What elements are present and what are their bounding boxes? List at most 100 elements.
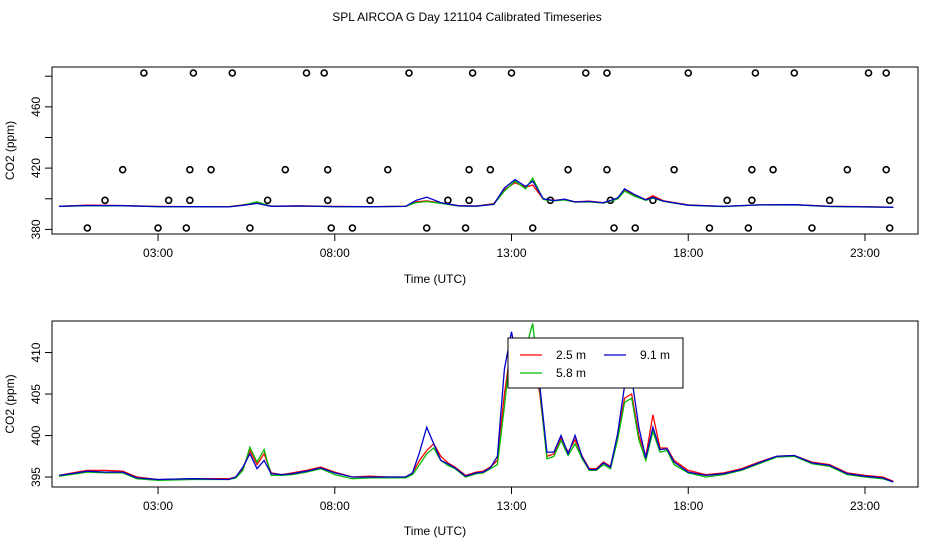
marker-point	[140, 69, 148, 77]
x-tick-label: 13:00	[496, 499, 526, 513]
x-tick-label: 23:00	[850, 499, 880, 513]
marker-point	[186, 196, 194, 205]
top-panel-markers	[83, 69, 894, 232]
series-line-5-8-m	[59, 176, 894, 208]
legend-label: 2.5 m	[556, 348, 586, 362]
marker-point	[885, 196, 894, 205]
marker-point	[631, 224, 640, 232]
marker-point	[228, 69, 237, 77]
marker-point	[885, 224, 894, 232]
bottom-panel-frame	[51, 320, 919, 488]
y-tick-label: 420	[29, 158, 43, 178]
marker-point	[723, 196, 731, 205]
marker-point	[603, 165, 611, 174]
x-tick-label: 13:00	[496, 246, 526, 260]
marker-point	[327, 224, 336, 232]
marker-point	[281, 165, 290, 174]
y-tick-label: 405	[29, 384, 43, 404]
y-tick-label: 410	[29, 342, 43, 362]
marker-point	[825, 196, 834, 205]
marker-point	[748, 196, 756, 205]
marker-point	[603, 69, 611, 77]
marker-point	[101, 196, 109, 205]
marker-point	[154, 224, 162, 232]
x-tick-label: 08:00	[320, 246, 350, 260]
marker-point	[769, 165, 777, 174]
top-panel-y-label: CO2 (ppm)	[3, 121, 17, 180]
bottom-panel-y-axis: 395 400 405 410	[29, 342, 52, 487]
marker-point	[461, 224, 470, 232]
y-tick-label: 400	[29, 425, 43, 445]
marker-point	[744, 224, 753, 232]
marker-point	[507, 69, 516, 77]
series-line-2-5-m	[59, 181, 894, 208]
marker-point	[383, 165, 392, 174]
marker-point	[189, 69, 198, 77]
marker-point	[263, 196, 272, 205]
x-tick-label: 18:00	[673, 499, 703, 513]
marker-point	[422, 224, 431, 232]
bottom-panel: 03:00 08:00 13:00 18:00 23:00 395 400 405 410 T…	[3, 320, 919, 538]
marker-point	[748, 165, 756, 174]
top-panel-y-axis: 380 420 460	[29, 75, 52, 239]
series-line-9-1-m	[59, 331, 894, 483]
marker-point	[207, 165, 215, 174]
marker-point	[444, 196, 452, 205]
marker-point	[323, 196, 332, 205]
chart-title: SPL AIRCOA G Day 121104 Calibrated Times…	[332, 10, 601, 24]
marker-point	[182, 224, 191, 232]
series-line-5-8-m	[59, 323, 894, 483]
marker-point	[790, 69, 799, 77]
marker-point	[610, 224, 618, 232]
bottom-panel-x-axis: 03:00 08:00 13:00 18:00 23:00	[143, 487, 880, 513]
y-tick-label: 380	[29, 219, 43, 239]
marker-point	[528, 224, 537, 232]
marker-point	[83, 224, 92, 232]
bottom-panel-x-label: Time (UTC)	[404, 524, 466, 538]
bottom-panel-y-label: CO2 (ppm)	[3, 374, 17, 433]
x-tick-label: 03:00	[143, 246, 173, 260]
marker-point	[465, 196, 473, 205]
marker-point	[751, 69, 760, 77]
x-tick-label: 03:00	[143, 499, 173, 513]
series-line-9-1-m	[59, 178, 894, 208]
marker-point	[564, 165, 572, 174]
marker-point	[366, 196, 374, 205]
marker-point	[246, 224, 254, 232]
marker-point	[684, 69, 693, 77]
marker-point	[323, 165, 332, 174]
top-panel-frame	[51, 66, 919, 235]
marker-point	[465, 165, 473, 174]
legend-label: 5.8 m	[556, 366, 586, 380]
marker-point	[843, 165, 852, 174]
marker-point	[882, 165, 890, 174]
marker-point	[164, 196, 173, 205]
top-panel-series	[59, 176, 894, 208]
y-tick-label: 460	[29, 97, 43, 117]
x-tick-label: 23:00	[850, 246, 880, 260]
marker-point	[302, 69, 311, 77]
legend-label: 9.1 m	[640, 348, 670, 362]
marker-point	[348, 224, 357, 232]
marker-point	[118, 165, 127, 174]
top-panel: 03:00 08:00 13:00 18:00 23:00 380 420 460 Time…	[3, 66, 919, 286]
bottom-panel-series	[58, 323, 894, 483]
x-tick-label: 08:00	[320, 499, 350, 513]
marker-point	[882, 69, 890, 77]
marker-point	[320, 69, 328, 77]
top-panel-x-axis: 03:00 08:00 13:00 18:00 23:00	[143, 234, 880, 260]
marker-point	[581, 69, 590, 77]
marker-point	[670, 165, 678, 174]
marker-point	[808, 224, 816, 232]
marker-point	[186, 165, 194, 174]
marker-point	[405, 69, 413, 77]
x-tick-label: 18:00	[673, 246, 703, 260]
marker-point	[468, 69, 477, 77]
legend-box	[507, 337, 684, 389]
marker-point	[486, 165, 495, 174]
y-tick-label: 395	[29, 467, 43, 487]
top-panel-x-label: Time (UTC)	[404, 272, 466, 286]
legend: 2.5 m 9.1 m 5.8 m	[507, 337, 684, 389]
marker-point	[864, 69, 873, 77]
